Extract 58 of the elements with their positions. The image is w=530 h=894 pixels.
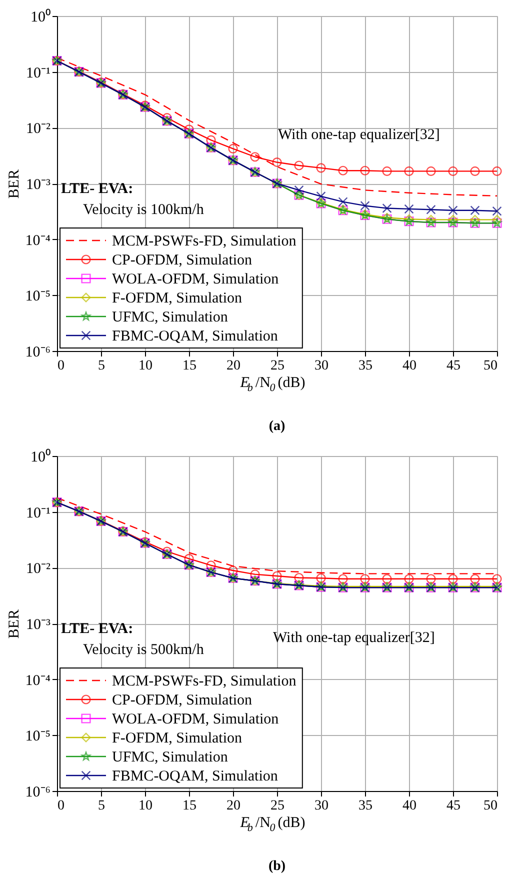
x-tick-label: 25 xyxy=(270,358,284,374)
x-tick-label: 20 xyxy=(226,358,240,374)
legend-label: FBMC-OQAM, Simulation xyxy=(112,328,278,344)
legend-label: F-OFDM, Simulation xyxy=(112,290,243,306)
y-tick-label: 10⁻² xyxy=(26,561,51,578)
legend-label: WOLA-OFDM, Simulation xyxy=(112,712,280,728)
x-tick-label: 20 xyxy=(226,798,240,814)
y-tick-label: 10⁰ xyxy=(30,8,50,26)
x-tick-label: 10 xyxy=(138,798,152,814)
y-tick-label: 10⁻⁴ xyxy=(25,672,50,689)
text: (a) xyxy=(268,419,286,434)
y-tick-label: 10⁻⁶ xyxy=(25,344,50,360)
annotation: With one-tap equalizer[32] xyxy=(273,630,435,646)
y-tick-label: 10⁻¹ xyxy=(26,505,50,522)
x-tick-label: 15 xyxy=(182,798,196,814)
annotation: LTE- EVA: xyxy=(61,181,134,197)
annotation: Velocity is 100km/h xyxy=(83,202,204,218)
annotation: Velocity is 500km/h xyxy=(83,642,204,658)
y-axis-title: BER xyxy=(6,609,22,639)
legend-label: FBMC-OQAM, Simulation xyxy=(112,768,278,784)
legend-label: UFMC, Simulation xyxy=(112,750,228,766)
legend-label: F-OFDM, Simulation xyxy=(112,730,243,746)
text: (b) xyxy=(268,859,286,874)
legend-label: CP-OFDM, Simulation xyxy=(112,692,253,708)
x-tick-label: 45 xyxy=(446,358,460,374)
x-tick-label: 40 xyxy=(402,358,416,374)
y-tick-label: 10⁻⁵ xyxy=(25,728,50,745)
legend-label: UFMC, Simulation xyxy=(112,310,228,326)
x-tick-label: 25 xyxy=(270,798,284,814)
annotation: With one-tap equalizer[32] xyxy=(278,127,440,143)
x-tick-label: 40 xyxy=(402,798,416,814)
x-tick-label: 45 xyxy=(446,798,460,814)
legend-label: WOLA-OFDM, Simulation xyxy=(112,272,280,288)
legend-label: MCM-PSWFs-FD, Simulation xyxy=(112,234,297,250)
x-tick-label: 50 xyxy=(484,358,498,374)
y-tick-label: 10⁻⁴ xyxy=(25,232,50,249)
y-tick-label: 10⁻⁶ xyxy=(25,784,50,800)
y-tick-label: 10⁻⁵ xyxy=(25,288,50,305)
y-tick-label: 10⁻³ xyxy=(26,177,51,193)
legend-label: MCM-PSWFs-FD, Simulation xyxy=(112,674,297,690)
x-tick-label: 30 xyxy=(314,798,328,814)
x-tick-label: 5 xyxy=(98,358,105,374)
x-tick-label: 5 xyxy=(98,798,105,814)
x-tick-label: 15 xyxy=(182,358,196,374)
y-tick-label: 10⁻² xyxy=(26,121,51,138)
y-tick-label: 10⁻³ xyxy=(26,617,51,633)
x-tick-label: 35 xyxy=(358,358,372,374)
y-tick-label: 10⁻¹ xyxy=(26,65,50,82)
x-tick-label: 35 xyxy=(358,798,372,814)
x-tick-label: 0 xyxy=(58,798,64,814)
y-tick-label: 10⁰ xyxy=(30,448,50,466)
x-tick-label: 30 xyxy=(314,358,328,374)
x-tick-label: 50 xyxy=(484,798,498,814)
annotation: LTE- EVA: xyxy=(61,621,134,637)
legend-label: CP-OFDM, Simulation xyxy=(112,252,253,268)
x-tick-label: 0 xyxy=(58,358,64,374)
y-axis-title: BER xyxy=(6,169,22,199)
x-tick-label: 10 xyxy=(138,358,152,374)
